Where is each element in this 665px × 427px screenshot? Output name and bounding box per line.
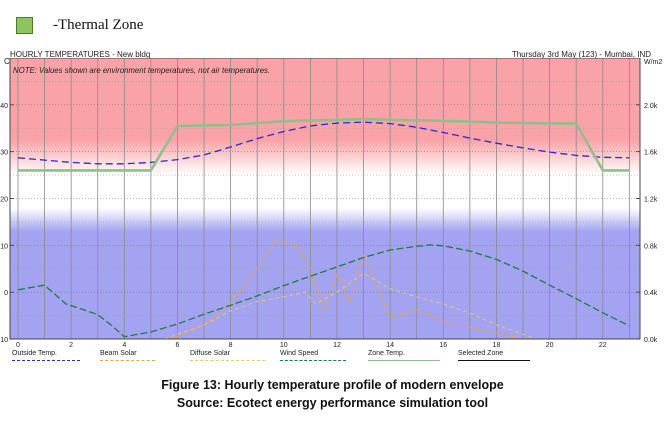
chart-note: NOTE: Values shown are environment tempe… xyxy=(13,66,270,75)
legend-swatch-selected-zone xyxy=(458,360,530,361)
right-axis-tick-label: 0.8k xyxy=(644,243,658,250)
x-axis-tick-label: 0 xyxy=(16,342,20,349)
legend-swatch-diffuse-solar xyxy=(190,360,265,361)
x-axis-tick-label: 4 xyxy=(122,342,126,349)
series-zone-temp xyxy=(18,117,630,172)
x-axis-tick-label: 10 xyxy=(280,342,288,349)
x-axis-tick-label: 22 xyxy=(599,342,607,349)
right-axis-tick-label: 0.4k xyxy=(644,290,658,297)
legend-label-outside-temp: Outside Temp. xyxy=(12,350,58,357)
series-beam-solar xyxy=(164,238,524,340)
figure-caption: Figure 13: Hourly temperature profile of… xyxy=(161,378,504,392)
cold-band xyxy=(10,207,640,339)
chart-series xyxy=(17,117,630,340)
series-outside-temp xyxy=(17,121,630,165)
legend-label-selected-zone: Selected Zone xyxy=(458,350,504,357)
series-wind-speed xyxy=(17,244,630,338)
right-axis-tick-label: 2.0k xyxy=(644,103,658,110)
legend-label-beam-solar: Beam Solar xyxy=(100,350,137,357)
left-axis-unit: C xyxy=(4,58,10,66)
legend-swatch-beam-solar xyxy=(100,360,155,361)
temperature-bands xyxy=(10,58,640,339)
x-axis-tick-label: 14 xyxy=(386,342,394,349)
chart-axes: C403020100-10W/m22.0k1.6k1.2k0.8k0.4k0.0… xyxy=(0,58,662,349)
x-axis-tick-label: 18 xyxy=(493,342,501,349)
x-axis-tick-label: 2 xyxy=(69,342,73,349)
hourly-temperature-chart: C403020100-10W/m22.0k1.6k1.2k0.8k0.4k0.0… xyxy=(0,58,662,349)
right-axis-tick-label: 0.0k xyxy=(644,337,658,344)
legend-swatch-wind-speed xyxy=(280,360,346,361)
x-axis-tick-label: 16 xyxy=(439,342,447,349)
legend-label-wind-speed: Wind Speed xyxy=(280,350,319,357)
series-legend: Outside Temp. Beam Solar Diffuse Solar Wind… xyxy=(12,350,652,364)
right-axis-tick-label: 1.2k xyxy=(644,197,658,204)
legend-label-diffuse-solar: Diffuse Solar xyxy=(190,350,230,357)
comfort-band xyxy=(10,175,640,208)
x-axis-tick-label: 12 xyxy=(333,342,341,349)
chart-grid xyxy=(10,58,640,340)
x-axis-tick-label: 8 xyxy=(229,342,233,349)
thermal-zone-legend-label: -Thermal Zone xyxy=(53,16,144,33)
left-axis-tick-label: 30 xyxy=(0,150,8,157)
right-axis-tick-label: 1.6k xyxy=(644,150,658,157)
thermal-zone-swatch xyxy=(16,16,33,34)
legend-swatch-zone-temp xyxy=(368,360,440,361)
thermal-zone-legend: -Thermal Zone xyxy=(16,14,143,36)
chart-header-date-location: Thursday 3rd May (123) - Mumbai, IND xyxy=(511,50,651,59)
right-axis-unit: W/m2 xyxy=(644,59,662,66)
series-diffuse-solar xyxy=(164,272,537,340)
left-axis-tick-label: 40 xyxy=(0,103,8,110)
hot-band xyxy=(10,58,640,176)
x-axis-tick-label: 20 xyxy=(546,342,554,349)
chart-header-title: HOURLY TEMPERATURES - New bldg xyxy=(10,50,151,59)
figure-source: Source: Ecotect energy performance simul… xyxy=(176,396,489,410)
left-axis-tick-label: 0 xyxy=(4,290,8,297)
left-axis-tick-label: 20 xyxy=(0,197,8,204)
left-axis-tick-label: 10 xyxy=(0,243,8,250)
legend-swatch-outside-temp xyxy=(12,360,80,361)
left-axis-tick-label: -10 xyxy=(0,337,8,344)
legend-label-zone-temp: Zone Temp. xyxy=(368,350,405,357)
x-axis-tick-label: 6 xyxy=(176,342,180,349)
